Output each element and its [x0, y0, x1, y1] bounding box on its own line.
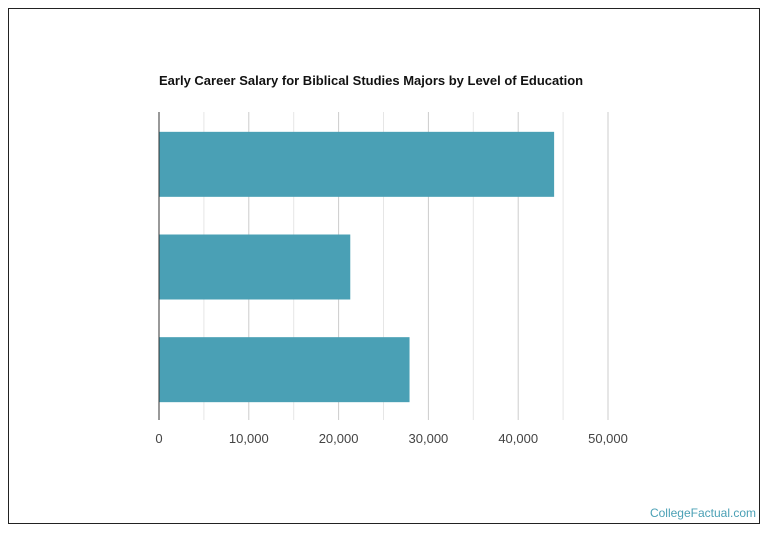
x-tick-label: 0	[155, 431, 162, 446]
chart-title: Early Career Salary for Biblical Studies…	[159, 73, 584, 88]
chart-frame	[8, 8, 760, 524]
bar	[159, 131, 555, 197]
x-tick-label: 40,000	[498, 431, 538, 446]
bar	[159, 337, 410, 403]
x-tick-label: 20,000	[319, 431, 359, 446]
x-tick-label: 30,000	[409, 431, 449, 446]
x-tick-label: 50,000	[588, 431, 628, 446]
x-tick-label: 10,000	[229, 431, 269, 446]
watermark-link[interactable]: CollegeFactual.com	[649, 506, 756, 520]
bar	[159, 234, 351, 300]
